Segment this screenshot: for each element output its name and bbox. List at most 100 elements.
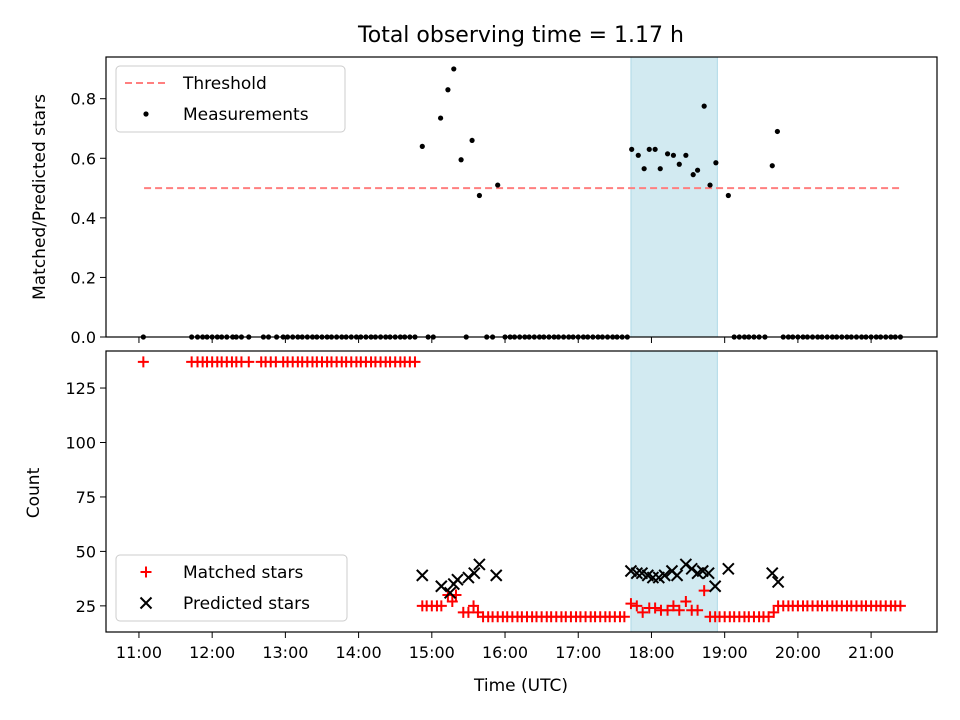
measurement-point [664,151,671,157]
measurement-point [419,143,425,149]
top-y-axis-label: Matched/Predicted stars [30,94,50,300]
matched-stars-point [446,596,458,608]
legend-predicted-swatch [139,596,153,610]
measurement-point [707,182,713,188]
predicted-stars-point [490,569,503,582]
predicted-stars-point [468,566,481,580]
x-tick-label: 16:00 [482,643,528,662]
legend-label: Measurements [183,105,309,125]
measurement-point [657,166,663,172]
measurement-point [451,66,457,72]
matched-stars-point [462,606,474,618]
predicted-stars-point [416,569,429,582]
matched-stars-point [894,600,906,612]
measurement-point [701,103,707,109]
matched-stars-point [618,611,630,623]
matched-stars-point [698,585,710,597]
legend-label: Matched stars [183,563,303,583]
measurement-point [769,163,775,169]
predicted-stars-point [702,566,715,580]
top-legend: Threshold Measurements [115,65,346,133]
axes-frame [105,350,938,633]
predicted-stars-point [646,571,660,584]
predicted-stars-point [462,571,475,584]
matched-stars-point [625,598,637,610]
observing-window-shade [630,56,718,338]
measurement-point [713,160,719,166]
x-tick-label: 11:00 [116,643,162,662]
matched-stars-point [631,600,643,612]
measurement-point [445,87,451,93]
x-tick-label: 12:00 [189,643,235,662]
x-tick-label: 19:00 [702,643,748,662]
predicted-stars-point [658,569,671,582]
measurement-point [676,161,682,167]
y-tick-label: 0.0 [71,328,96,347]
predicted-stars-point [451,573,464,586]
legend-label: Threshold [182,74,267,94]
matched-stars-point [680,596,692,608]
x-tick-label: 13:00 [262,643,308,662]
y-tick-label: 0.2 [71,268,96,287]
legend-box [115,554,348,622]
measurement-point [437,115,444,121]
y-tick-label: 0.8 [71,90,96,109]
x-tick-label: 18:00 [628,643,674,662]
measurement-point [641,166,647,172]
y-tick-label: 75 [76,488,96,507]
predicted-stars-point [771,575,785,589]
measurement-point [629,146,635,152]
measurement-point [635,152,641,158]
predicted-stars-point [685,562,698,576]
legend-matched-swatch [140,566,152,578]
top-panel-ratio: 0.0 0.2 0.4 0.6 0.8 Threshold Measurements [71,56,938,347]
y-tick-label: 25 [76,597,96,616]
matched-stars-point [662,604,674,616]
matched-stars-point [435,600,447,612]
x-tick-label: 17:00 [555,643,601,662]
bottom-panel-counts: 25 50 75 100 125 11:00 12:00 13:00 14:00 15:00 16:… [65,350,938,662]
predicted-stars-point [679,558,693,571]
matched-stars-point [673,604,685,616]
y-tick-label: 0.6 [71,149,96,168]
measurement-point [495,182,501,188]
y-tick-label: 0.4 [71,209,96,228]
matched-stars-point [768,606,780,618]
x-axis-label: Time (UTC) [473,676,568,696]
legend-box [115,65,346,133]
measurement-point [476,192,483,199]
measurement-point [774,128,780,135]
x-tick-label: 21:00 [848,643,894,662]
matched-stars-point [409,356,421,368]
matched-stars-point [692,604,704,616]
predicted-stars-point [435,580,448,593]
measurement-point [469,137,475,144]
y-tick-label: 100 [65,433,96,452]
matched-stars-point [243,356,255,368]
bottom-y-axis-label: Count [24,467,44,518]
y-tick-label: 125 [65,379,96,398]
legend-label: Predicted stars [183,594,310,614]
matched-stars-point [637,606,649,618]
x-tick-label: 20:00 [775,643,821,662]
predicted-stars-point [473,558,486,571]
measurement-point [458,157,464,163]
measurement-point [694,167,701,173]
y-tick-label: 50 [76,542,96,561]
matched-stars-point [137,356,149,368]
measurement-point [683,152,689,158]
matched-stars-point [667,600,679,612]
predicted-stars-point [630,566,644,580]
axes-frame [105,56,938,338]
matched-stars-point [468,600,480,612]
predicted-stars-point [708,580,722,593]
measurement-point [690,172,696,178]
measurement-point [646,146,652,152]
chart-title: Total observing time = 1.17 h [357,23,684,48]
x-tick-label: 14:00 [336,643,382,662]
predicted-stars-point [722,562,735,576]
measurement-point [725,192,731,199]
predicted-stars-point [670,569,684,582]
predicted-stars-point [443,586,457,599]
